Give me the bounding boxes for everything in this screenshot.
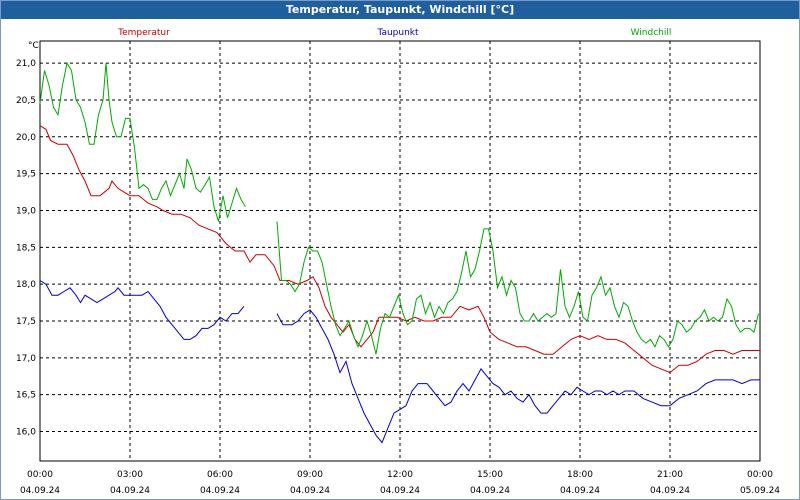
- legend-windchill: Windchill: [631, 28, 672, 38]
- y-tick-label: 17,5: [16, 317, 36, 327]
- series-line-windchill: [276, 221, 759, 355]
- x-tick-date: 04.09.24: [20, 486, 60, 496]
- x-tick-date: 04.09.24: [200, 486, 240, 496]
- y-unit-label: °C: [28, 41, 39, 51]
- legend-temperatur: Temperatur: [117, 28, 170, 38]
- x-tick-time: 06:00: [207, 470, 233, 480]
- x-tick-date: 04.09.24: [380, 486, 420, 496]
- x-tick-time: 09:00: [297, 470, 323, 480]
- series-line-windchill: [39, 61, 246, 222]
- x-tick-time: 12:00: [387, 470, 413, 480]
- x-tick-time: 00:00: [27, 470, 53, 480]
- series-line-taupunkt: [39, 280, 245, 340]
- y-tick-label: 19,5: [16, 170, 36, 180]
- x-tick-date: 04.09.24: [110, 486, 150, 496]
- x-tick-date: 05.09.24: [740, 486, 780, 496]
- x-tick-date: 04.09.24: [650, 486, 690, 496]
- x-tick-time: 21:00: [657, 470, 683, 480]
- series-line-taupunkt: [276, 309, 760, 444]
- window-title: Temperatur, Taupunkt, Windchill [°C]: [1, 1, 799, 19]
- series-line-temperatur: [39, 125, 760, 374]
- y-tick-label: 17,0: [16, 354, 36, 364]
- y-tick-label: 21,0: [16, 59, 36, 69]
- legend-taupunkt: Taupunkt: [376, 28, 419, 38]
- x-tick-date: 04.09.24: [470, 486, 510, 496]
- y-tick-label: 16,5: [16, 391, 36, 401]
- x-tick-time: 03:00: [117, 470, 143, 480]
- x-tick-date: 04.09.24: [290, 486, 330, 496]
- y-tick-label: 20,5: [16, 96, 36, 106]
- y-tick-label: 19,0: [16, 206, 36, 216]
- x-tick-time: 15:00: [477, 470, 503, 480]
- x-tick-time: 18:00: [567, 470, 593, 480]
- y-tick-label: 16,0: [16, 428, 36, 438]
- y-tick-label: 18,5: [16, 243, 36, 253]
- y-tick-label: 20,0: [16, 133, 36, 143]
- y-tick-label: 18,0: [16, 280, 36, 290]
- x-tick-time: 00:00: [747, 470, 773, 480]
- x-tick-date: 04.09.24: [560, 486, 600, 496]
